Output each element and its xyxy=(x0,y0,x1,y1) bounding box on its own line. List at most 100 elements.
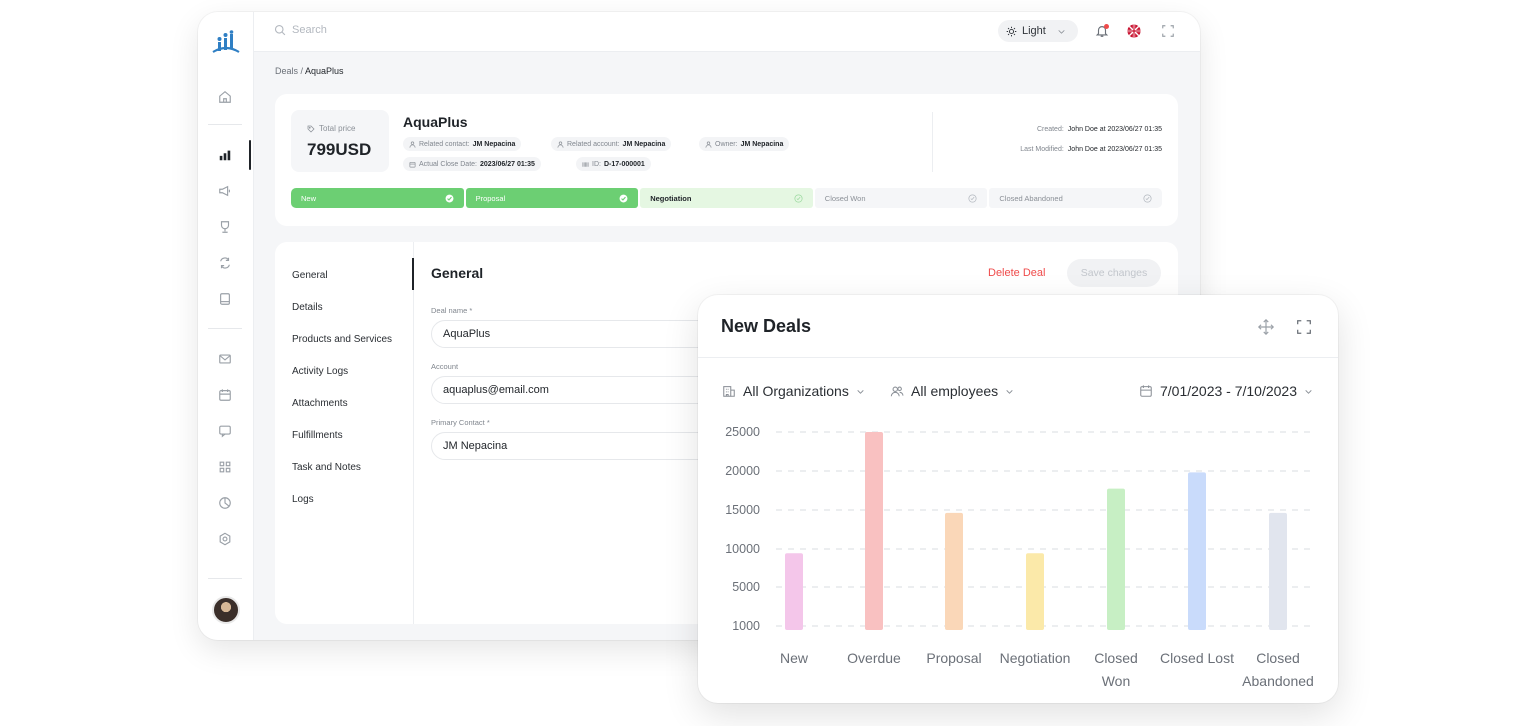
x-tick-label: Closed xyxy=(1256,650,1300,666)
section-nav-details[interactable]: Details xyxy=(292,302,323,313)
deal-name-label: Deal name * xyxy=(431,306,473,315)
pipeline-stages: New Proposal Negotiation Closed Won Clos… xyxy=(291,188,1162,208)
settings-icon[interactable] xyxy=(216,530,234,548)
stage-closed-abandoned[interactable]: Closed Abandoned xyxy=(989,188,1162,208)
section-nav-products[interactable]: Products and Services xyxy=(292,334,393,345)
stage-negotiation[interactable]: Negotiation xyxy=(640,188,813,208)
tag-icon xyxy=(307,125,315,133)
chip-owner[interactable]: Owner: JM Nepacina xyxy=(699,137,790,151)
home-icon[interactable] xyxy=(216,88,234,106)
search-icon xyxy=(274,24,286,36)
y-tick-label: 20000 xyxy=(725,464,760,478)
avatar[interactable] xyxy=(212,596,240,624)
y-tick-label: 15000 xyxy=(725,503,760,517)
stage-proposal[interactable]: Proposal xyxy=(465,188,639,208)
breadcrumb-separator: / xyxy=(298,66,306,76)
x-tick-label: Overdue xyxy=(847,650,901,666)
chevron-down-icon xyxy=(1305,389,1312,394)
deal-name-heading: AquaPlus xyxy=(403,114,468,130)
chevron-down-icon xyxy=(1006,389,1013,394)
stage-new[interactable]: New xyxy=(291,188,464,208)
section-nav-attachments[interactable]: Attachments xyxy=(292,398,348,409)
stage-closed-won[interactable]: Closed Won xyxy=(814,188,988,208)
language-flag-icon[interactable] xyxy=(1126,23,1142,39)
chip-actual-close-date: Actual Close Date: 2023/06/27 01:35 xyxy=(403,157,541,171)
save-changes-button[interactable]: Save changes xyxy=(1067,259,1161,287)
organization-filter-value: All Organizations xyxy=(743,383,849,399)
y-tick-label: 25000 xyxy=(725,425,760,439)
check-circle-icon xyxy=(445,194,454,202)
new-deals-bar-chart: 25000 20000 15000 10000 5000 1000 New Overdue Pr… xyxy=(725,425,1314,689)
trophy-icon[interactable] xyxy=(216,218,234,236)
fullscreen-icon[interactable] xyxy=(1160,23,1176,39)
x-tick-label: Won xyxy=(1102,673,1131,689)
section-nav-task-notes[interactable]: Task and Notes xyxy=(292,462,361,473)
y-tick-label: 5000 xyxy=(732,580,760,594)
date-range-filter[interactable]: 7/01/2023 - 7/10/2023 xyxy=(1139,383,1313,399)
chevron-down-icon xyxy=(1058,29,1065,34)
form-section-nav: General Details Products and Services Ac… xyxy=(275,242,414,624)
x-tick-label: Abandoned xyxy=(1242,673,1314,689)
breadcrumb-current: AquaPlus xyxy=(305,66,344,76)
sync-icon[interactable] xyxy=(216,254,234,272)
rail-active-indicator xyxy=(249,140,251,170)
bar-closed-abandoned xyxy=(1269,512,1287,630)
check-circle-icon xyxy=(619,194,628,202)
chip-related-contact[interactable]: Related contact: JM Nepacina xyxy=(403,137,522,151)
bar-new xyxy=(785,553,803,630)
check-circle-outline-icon xyxy=(968,193,977,203)
employee-filter[interactable]: All employees xyxy=(890,383,1014,399)
y-tick-label: 1000 xyxy=(732,619,760,633)
chip-deal-id: ID: D-17-000001 xyxy=(576,157,651,171)
x-tick-label: Closed xyxy=(1094,650,1138,666)
section-nav-general[interactable]: General xyxy=(292,270,328,281)
theme-toggle[interactable]: Light xyxy=(998,20,1078,42)
organization-filter[interactable]: All Organizations xyxy=(722,383,865,399)
new-deals-chart-card: New Deals All Organizations All employee… xyxy=(698,295,1338,703)
expand-icon[interactable] xyxy=(1294,317,1314,337)
brand-logo-icon[interactable] xyxy=(210,30,242,58)
calendar-icon[interactable] xyxy=(216,386,234,404)
x-tick-label: Proposal xyxy=(926,650,981,666)
bell-icon[interactable] xyxy=(1094,23,1110,39)
section-nav-fulfillments[interactable]: Fulfillments xyxy=(292,430,343,441)
chat-icon[interactable] xyxy=(216,422,234,440)
section-active-indicator xyxy=(412,258,414,290)
form-section-title: General xyxy=(431,265,484,281)
bar-negotiation xyxy=(1026,553,1044,630)
chip-related-account[interactable]: Related account: JM Nepacina xyxy=(551,137,672,151)
deals-chart-icon[interactable] xyxy=(216,146,234,164)
x-tick-label: Closed Lost xyxy=(1160,650,1234,666)
bar-proposal xyxy=(945,512,963,630)
created-info: Created: John Doe at 2023/06/27 01:35 xyxy=(1036,126,1162,133)
calendar-icon xyxy=(1140,385,1152,397)
account-label: Account xyxy=(431,362,459,371)
grid-icon[interactable] xyxy=(216,458,234,476)
move-icon[interactable] xyxy=(1256,317,1276,337)
calendar-icon xyxy=(409,161,416,167)
breadcrumb: Deals / AquaPlus xyxy=(275,66,344,76)
pie-chart-icon[interactable] xyxy=(216,494,234,512)
sun-icon xyxy=(1006,26,1017,36)
search-input[interactable]: Search xyxy=(274,24,327,36)
delete-deal-button[interactable]: Delete Deal xyxy=(988,267,1046,279)
bar-closed-lost xyxy=(1188,472,1206,630)
user-icon xyxy=(557,141,564,148)
bar-closed-won xyxy=(1107,488,1125,630)
date-range-value: 7/01/2023 - 7/10/2023 xyxy=(1160,383,1298,399)
x-tick-label: Negotiation xyxy=(1000,650,1071,666)
section-nav-logs[interactable]: Logs xyxy=(292,494,314,505)
megaphone-icon[interactable] xyxy=(216,182,234,200)
primary-contact-label: Primary Contact * xyxy=(431,418,490,427)
book-icon[interactable] xyxy=(216,290,234,308)
total-price-label: Total price xyxy=(307,124,355,133)
search-placeholder: Search xyxy=(292,24,327,36)
theme-label: Light xyxy=(1022,25,1046,37)
total-price-value: 799USD xyxy=(307,140,372,159)
mail-icon[interactable] xyxy=(216,350,234,368)
breadcrumb-parent-link[interactable]: Deals xyxy=(275,66,299,76)
last-modified-info: Last Modified: John Doe at 2023/06/27 01:… xyxy=(1020,146,1162,153)
y-tick-label: 10000 xyxy=(725,542,760,556)
barcode-icon xyxy=(582,161,589,167)
section-nav-activity-logs[interactable]: Activity Logs xyxy=(292,366,349,377)
